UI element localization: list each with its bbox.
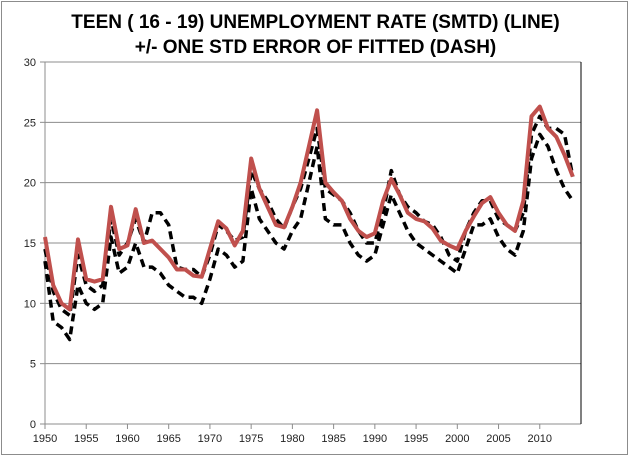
y-tick-label: 20 xyxy=(24,178,36,190)
x-tick-label: 1965 xyxy=(156,433,180,445)
x-tick-label: 1970 xyxy=(198,433,222,445)
x-tick-label: 1950 xyxy=(33,433,57,445)
y-tick-label: 10 xyxy=(24,298,36,310)
x-tick-label: 1955 xyxy=(74,433,98,445)
x-tick-label: 1975 xyxy=(239,433,263,445)
x-tick-label: 2000 xyxy=(445,433,469,445)
x-tick-label: 1995 xyxy=(404,433,428,445)
chart-title-line-2: +/- ONE STD ERROR OF FITTED (DASH) xyxy=(134,37,497,58)
x-tick-label: 1985 xyxy=(321,433,345,445)
x-tick-label: 2010 xyxy=(528,433,552,445)
x-tick-label: 1980 xyxy=(280,433,304,445)
y-tick-label: 15 xyxy=(24,238,36,250)
x-tick-label: 2005 xyxy=(486,433,510,445)
unemployment-rate-line xyxy=(43,104,575,312)
chart-title-line-1: TEEN ( 16 - 19) UNEMPLOYMENT RATE (SMTD)… xyxy=(71,12,560,33)
x-tick-label: 1960 xyxy=(115,433,139,445)
y-tick-label: 5 xyxy=(30,359,36,371)
y-tick-label: 0 xyxy=(30,419,36,431)
y-tick-label: 25 xyxy=(24,117,36,129)
x-tick-label: 1990 xyxy=(363,433,387,445)
lower-std-error-dashed-line xyxy=(43,132,575,342)
y-tick-label: 30 xyxy=(24,57,36,69)
